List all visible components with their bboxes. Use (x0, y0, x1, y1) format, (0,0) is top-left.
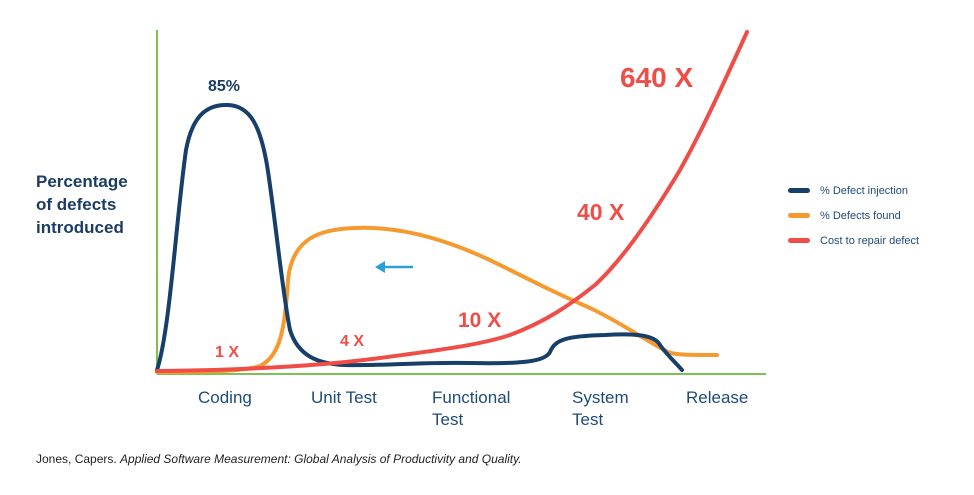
x-tick-label-line: Release (686, 388, 749, 407)
x-tick-label-release: Release (686, 387, 748, 409)
y-axis-label-line: Percentage (36, 172, 128, 191)
x-tick-label-line: Unit Test (311, 388, 377, 407)
x-tick-label-functional-test: Functional Test (432, 387, 510, 431)
legend-swatch (788, 213, 810, 218)
source-citation: Jones, Capers. Applied Software Measurem… (36, 452, 522, 466)
x-tick-label-system-test: System Test (572, 387, 629, 431)
x-tick-label-line: Test (432, 410, 464, 429)
annotation-40x: 40 X (577, 199, 625, 225)
legend-swatch (788, 188, 810, 193)
y-axis-label-line: of defects (36, 195, 117, 214)
legend-item-defects-found: % Defects found (788, 203, 919, 228)
series-line-cost-to-repair (155, 30, 749, 373)
legend: % Defect injection % Defects found Cost … (788, 178, 919, 253)
annotation-1x: 1 X (215, 344, 239, 361)
annotation-4x: 4 X (340, 333, 364, 350)
source-author: Jones, Capers. (36, 452, 121, 466)
x-tick-label-line: System (572, 388, 629, 407)
legend-label: % Defect injection (820, 184, 909, 197)
x-tick-label-line: Test (572, 410, 604, 429)
x-tick-label-line: Coding (198, 388, 252, 407)
y-axis-label: Percentage of defects introduced (36, 170, 128, 239)
x-tick-label-coding: Coding (198, 387, 252, 409)
source-title: Applied Software Measurement: Global Ana… (120, 452, 522, 466)
legend-label: Cost to repair defect (820, 234, 920, 247)
x-tick-label-line: Functional (432, 388, 511, 407)
y-axis-label-line: introduced (36, 218, 124, 237)
legend-item-defect-injection: % Defect injection (788, 178, 919, 203)
legend-swatch (788, 238, 810, 243)
legend-label: % Defects found (820, 209, 901, 222)
x-tick-label-unit-test: Unit Test (311, 387, 377, 409)
series-line-defect-injection (155, 102, 684, 372)
annotation-640x: 640 X (620, 62, 693, 93)
annotation-10x: 10 X (458, 309, 501, 332)
direction-arrow (375, 261, 414, 273)
legend-item-cost-to-repair: Cost to repair defect (788, 228, 919, 253)
annotation-85-percent: 85% (208, 78, 240, 95)
